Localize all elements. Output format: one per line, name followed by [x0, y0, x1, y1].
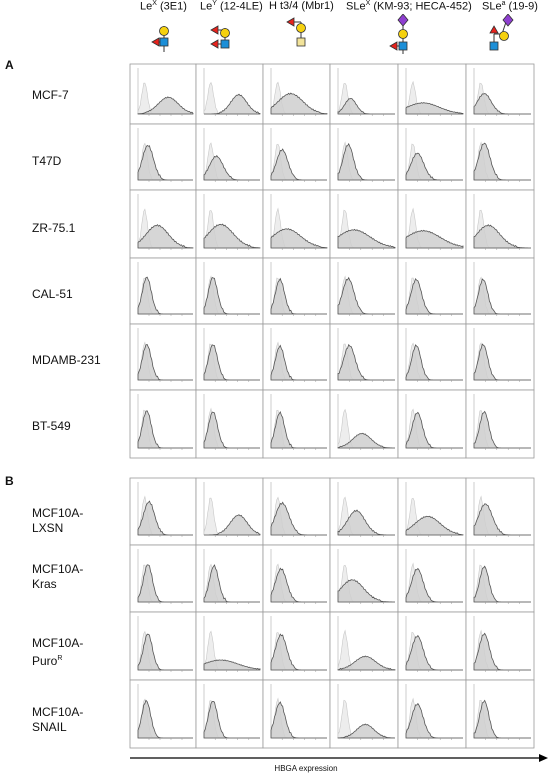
slex-glycan-icon [389, 14, 409, 54]
histogram-cell [262, 544, 331, 613]
histogram-cell [262, 189, 331, 259]
histogram-cell [465, 323, 535, 391]
histogram-cell [195, 323, 264, 391]
histogram-cell [195, 544, 264, 613]
x-axis-label: HBGA expression [274, 764, 338, 773]
row-label-mcf10a-snail: MCF10A- SNAIL [32, 705, 84, 734]
column-header-slea: SLea (19-9) [482, 0, 538, 13]
histogram-cell [329, 323, 399, 391]
row-label-zr-75-1: ZR-75.1 [32, 221, 76, 235]
row-label-mcf10a-lxsn: MCF10A- LXSN [32, 506, 84, 535]
histogram-cell [465, 389, 535, 459]
histogram-cell [129, 323, 197, 391]
lex-glycan-icon [151, 26, 169, 52]
row-label-mcf10a-kras: MCF10A- Kras [32, 562, 84, 591]
histogram-cell [195, 63, 264, 125]
histogram-cell [397, 477, 467, 546]
row-label-bt-549: BT-549 [32, 419, 71, 433]
histogram-cell [465, 257, 535, 325]
histogram-cell [129, 189, 197, 259]
histogram-cell [397, 257, 467, 325]
histogram-cell [329, 544, 399, 613]
panel-letter-a: A [5, 58, 14, 72]
column-header-slex: SLeX (KM-93; HECA-452) [346, 0, 472, 13]
h34-glycan-icon [286, 17, 306, 47]
histogram-cell [329, 477, 399, 546]
histogram-cell [397, 611, 467, 681]
histogram-cell [397, 63, 467, 125]
x-axis-arrow-head [539, 754, 548, 762]
histogram-cell [129, 477, 197, 546]
column-header-ley: LeY (12-4LE) [200, 0, 263, 13]
histogram-cell [195, 389, 264, 459]
row-label-mcf10a-puro: MCF10A- PuroR [32, 636, 84, 668]
histogram-cell [195, 257, 264, 325]
histogram-cell [465, 189, 535, 259]
histogram-cell [329, 611, 399, 681]
histogram-cell [262, 323, 331, 391]
histogram-cell [329, 123, 399, 191]
histogram-cell [129, 679, 197, 749]
histogram-cell [465, 544, 535, 613]
histogram-cell [129, 63, 197, 125]
histogram-cell [397, 679, 467, 749]
histogram-cell [195, 189, 264, 259]
histogram-cell [329, 63, 399, 125]
histogram-cell [465, 477, 535, 546]
row-label-cal-51: CAL-51 [32, 287, 73, 301]
panel-letter-b: B [5, 474, 14, 488]
histogram-cell [329, 257, 399, 325]
histogram-cell [129, 123, 197, 191]
histogram-cell [465, 611, 535, 681]
histogram-cell [397, 323, 467, 391]
histogram-cell [397, 389, 467, 459]
histogram-cell [262, 679, 331, 749]
row-label-t47d: T47D [32, 154, 62, 168]
column-header-h34: H t3/4 (Mbr1) [269, 0, 334, 12]
histogram-cell [465, 679, 535, 749]
histogram-cell [329, 679, 399, 749]
histogram-cell [262, 389, 331, 459]
ley-glycan-icon [210, 25, 230, 49]
histogram-cell [129, 257, 197, 325]
histogram-cell [129, 544, 197, 613]
slea-glycan-icon [489, 14, 514, 51]
histogram-cell [465, 123, 535, 191]
histogram-cell [397, 123, 467, 191]
histogram-cell [195, 123, 264, 191]
histogram-cell [129, 389, 197, 459]
histogram-cell [397, 189, 467, 259]
histogram-cell [195, 477, 264, 546]
column-header-lex: LeX (3E1) [140, 0, 187, 13]
histogram-cell [262, 611, 331, 681]
row-label-mcf-7: MCF-7 [32, 88, 69, 102]
histogram-cell [397, 544, 467, 613]
histogram-cell [262, 63, 331, 125]
histogram-cell [262, 477, 331, 546]
histogram-cell [129, 611, 197, 681]
histogram-cell [465, 63, 535, 125]
histogram-cell [195, 611, 264, 681]
histogram-cell [262, 257, 331, 325]
histogram-cell [329, 189, 399, 259]
histogram-cell [262, 123, 331, 191]
histogram-cell [195, 679, 264, 749]
histogram-cell [329, 389, 399, 459]
row-label-mdamb-231: MDAMB-231 [32, 353, 101, 367]
